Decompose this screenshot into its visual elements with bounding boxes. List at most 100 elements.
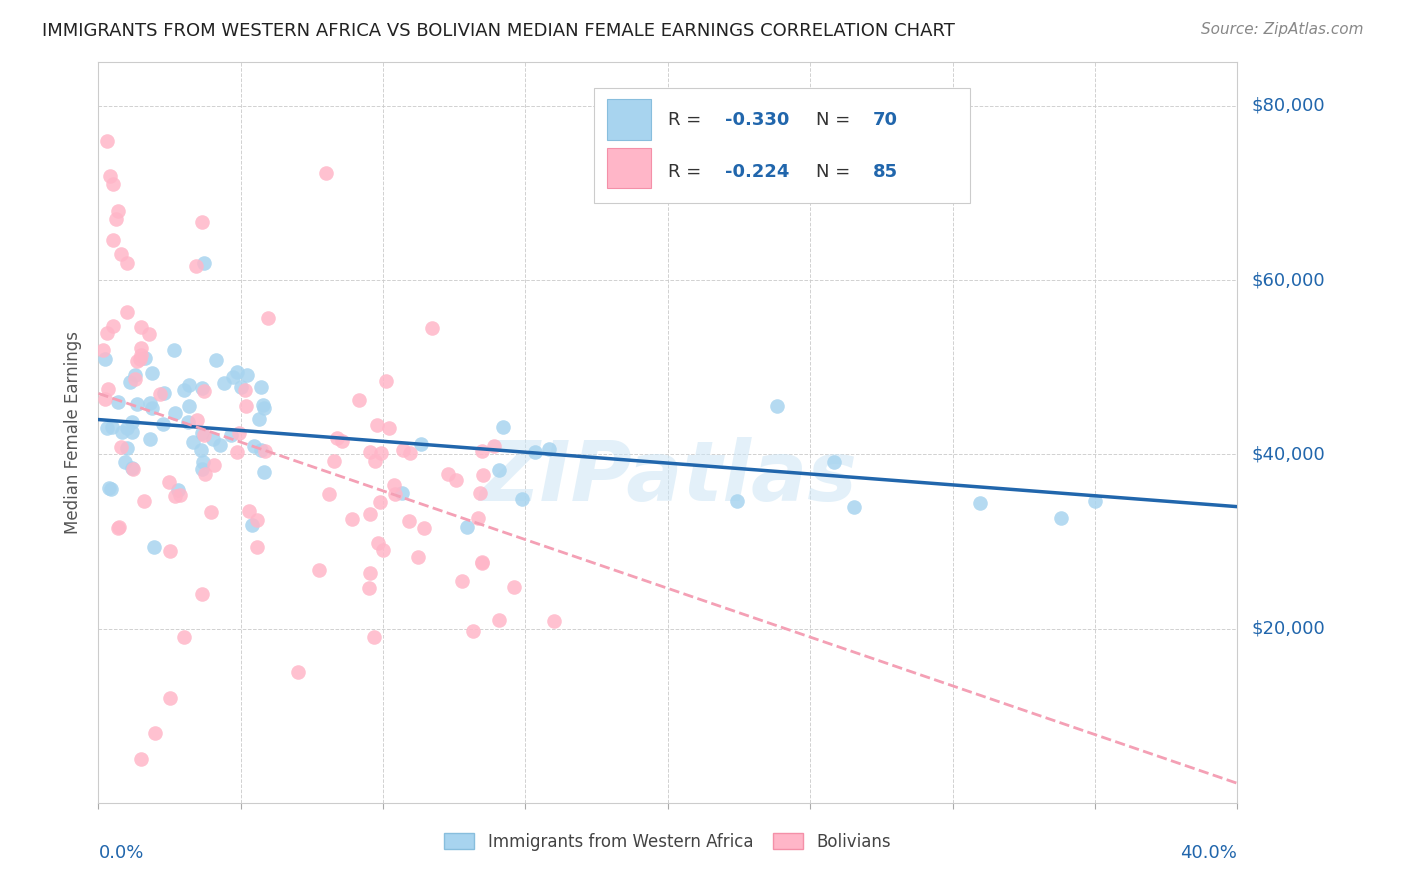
Point xyxy=(181,435,204,450)
Point xyxy=(246,541,269,555)
Point xyxy=(437,467,460,482)
Point xyxy=(191,215,214,229)
Point xyxy=(173,630,195,644)
FancyBboxPatch shape xyxy=(593,88,970,203)
Point xyxy=(456,520,478,534)
Point xyxy=(111,425,134,439)
Point xyxy=(118,376,141,390)
Point xyxy=(100,482,122,496)
Point xyxy=(167,483,190,497)
Point xyxy=(382,478,405,492)
Point xyxy=(193,428,215,442)
Point xyxy=(125,353,148,368)
Point xyxy=(107,394,129,409)
Point xyxy=(367,536,389,550)
Point xyxy=(104,212,127,227)
Text: R =: R = xyxy=(668,112,707,129)
Text: $40,000: $40,000 xyxy=(1251,445,1324,464)
Point xyxy=(96,326,118,340)
Point xyxy=(202,458,225,473)
Point xyxy=(141,401,163,415)
Point xyxy=(420,321,443,335)
Point xyxy=(236,368,259,383)
Text: 40.0%: 40.0% xyxy=(1181,844,1237,862)
Point xyxy=(129,752,152,766)
Point xyxy=(121,461,143,475)
Point xyxy=(149,386,172,401)
Text: -0.224: -0.224 xyxy=(725,163,789,181)
Point xyxy=(363,630,385,644)
Point xyxy=(193,384,215,399)
Point xyxy=(163,343,186,357)
Point xyxy=(128,352,150,367)
Point xyxy=(226,445,249,459)
Text: ZIPatlas: ZIPatlas xyxy=(479,436,856,517)
Point xyxy=(186,413,208,427)
Point xyxy=(139,396,162,410)
Point xyxy=(330,434,353,448)
Point xyxy=(124,368,146,382)
Point xyxy=(191,587,214,601)
Point xyxy=(250,379,273,393)
Point xyxy=(450,574,472,588)
Point xyxy=(359,566,381,581)
Point xyxy=(193,256,215,270)
Point xyxy=(114,454,136,468)
Point xyxy=(110,247,132,261)
Point xyxy=(93,352,115,367)
Point xyxy=(134,351,156,366)
Text: Source: ZipAtlas.com: Source: ZipAtlas.com xyxy=(1201,22,1364,37)
Text: $60,000: $60,000 xyxy=(1251,271,1324,289)
Point xyxy=(221,427,243,442)
Point xyxy=(357,581,380,595)
Point xyxy=(253,466,276,480)
Point xyxy=(467,510,489,524)
Point xyxy=(340,511,363,525)
Point xyxy=(359,507,381,521)
Point xyxy=(190,462,212,476)
Point xyxy=(326,431,349,445)
Point xyxy=(543,614,565,628)
Point xyxy=(98,169,121,183)
Point xyxy=(159,544,181,558)
Text: 70: 70 xyxy=(873,112,898,129)
Point xyxy=(377,421,399,435)
Point xyxy=(159,475,181,490)
FancyBboxPatch shape xyxy=(607,99,651,140)
Point xyxy=(471,557,494,571)
Point xyxy=(165,489,187,503)
Text: IMMIGRANTS FROM WESTERN AFRICA VS BOLIVIAN MEDIAN FEMALE EARNINGS CORRELATION CH: IMMIGRANTS FROM WESTERN AFRICA VS BOLIVI… xyxy=(42,22,955,40)
Y-axis label: Median Female Earnings: Median Female Earnings xyxy=(65,331,83,534)
Point xyxy=(165,406,187,420)
Point xyxy=(129,341,152,355)
Point xyxy=(107,520,129,534)
Point xyxy=(240,518,263,533)
Point xyxy=(492,420,515,434)
Point xyxy=(246,513,269,527)
Point xyxy=(252,398,274,412)
Point xyxy=(253,401,276,415)
Point xyxy=(238,504,260,518)
Point xyxy=(243,439,266,453)
Point xyxy=(134,494,156,508)
Point xyxy=(409,436,432,450)
Point xyxy=(141,366,163,380)
Point xyxy=(347,393,370,408)
Point xyxy=(391,485,413,500)
Point xyxy=(406,549,429,564)
Text: R =: R = xyxy=(668,163,707,181)
Point xyxy=(323,454,346,468)
Point xyxy=(96,134,118,148)
Point xyxy=(524,445,547,459)
Point xyxy=(399,446,422,460)
Point xyxy=(205,352,228,367)
Point xyxy=(844,500,866,515)
Point xyxy=(212,376,235,391)
Point xyxy=(538,442,561,456)
Point xyxy=(169,488,191,502)
Point xyxy=(193,455,215,469)
Point xyxy=(101,318,124,333)
Point xyxy=(173,384,195,398)
Point xyxy=(366,417,388,432)
Text: N =: N = xyxy=(815,112,856,129)
